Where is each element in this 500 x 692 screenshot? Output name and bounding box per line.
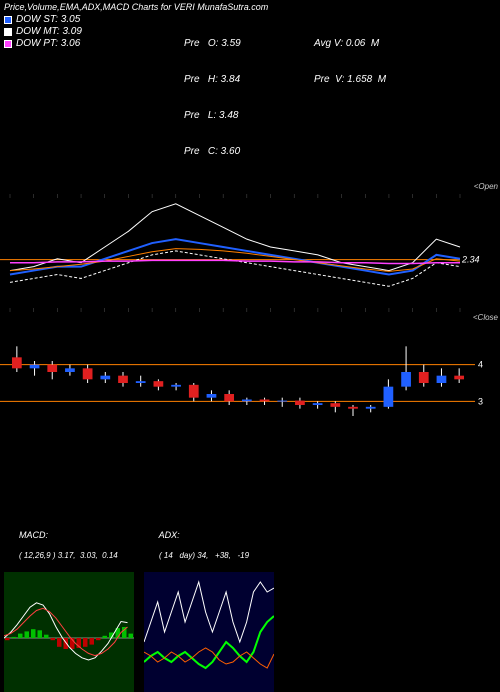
stat-avg-v: Avg V: 0.06 M (314, 38, 496, 50)
price-chart-area: <Open 2.34 <Close (0, 182, 500, 322)
stat-pre-v: Pre V: 1.658 M (314, 74, 496, 86)
candle-chart-area: 34 (0, 328, 500, 458)
macd-title: MACD: (19, 530, 48, 540)
adx-title: ADX: (159, 530, 180, 540)
adx-params: ( 14 day) 34, +38, -19 (159, 551, 249, 560)
stat-pre-h: Pre H: 3.84 (184, 74, 314, 86)
macd-params: ( 12,26,9 ) 3.17, 3.03, 0.14 (19, 551, 118, 560)
svg-text:2.34: 2.34 (461, 255, 480, 265)
legend-dow-mt: DOW MT: 3.09 (4, 26, 184, 38)
stat-pre-o: Pre O: 3.59 (184, 38, 314, 50)
legend-dow-pt: DOW PT: 3.06 (4, 38, 184, 50)
adx-panel: ADX: ( 14 day) 34, +38, -19 (144, 520, 274, 660)
svg-text:4: 4 (478, 360, 483, 370)
swatch-mt (4, 28, 12, 36)
open-label: <Open (474, 182, 498, 191)
stat-pre-c: Pre C: 3.60 (184, 146, 314, 158)
svg-text:3: 3 (478, 396, 483, 406)
close-label: <Close (473, 313, 498, 322)
page-title: Price,Volume,EMA,ADX,MACD Charts for VER… (0, 0, 500, 14)
legend-mt-label: DOW MT: 3.09 (16, 26, 82, 38)
legend-st-label: DOW ST: 3.05 (16, 14, 80, 26)
legend-dow-st: DOW ST: 3.05 (4, 14, 184, 26)
legend-pt-label: DOW PT: 3.06 (16, 38, 80, 50)
stat-pre-l: Pre L: 3.48 (184, 110, 314, 122)
swatch-st (4, 16, 12, 24)
swatch-pt (4, 40, 12, 48)
macd-panel: MACD: ( 12,26,9 ) 3.17, 3.03, 0.14 (4, 520, 134, 660)
legend-block: DOW ST: 3.05 DOW MT: 3.09 DOW PT: 3.06 P… (0, 14, 500, 182)
